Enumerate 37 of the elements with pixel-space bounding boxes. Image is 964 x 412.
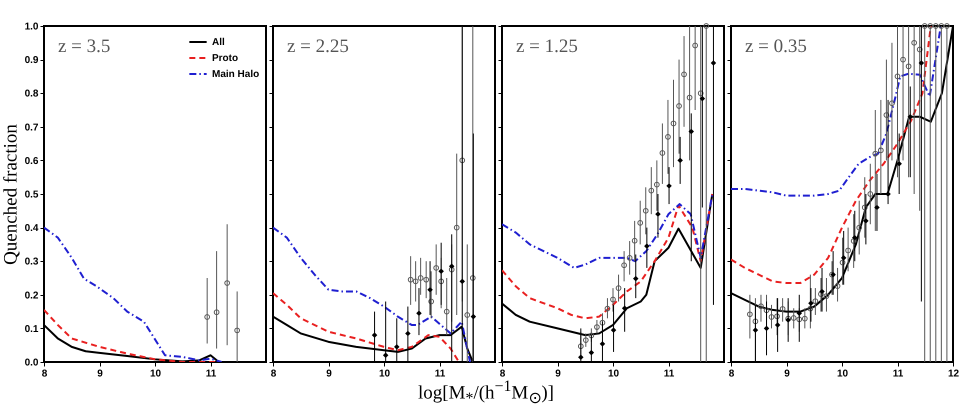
annotation: z = 3.5 [58, 36, 110, 57]
x-axis-title: log[M$_{*}$/(h$^{−1}$M$_{⊙}$)] [417, 378, 555, 408]
x-tick-label: 8 [42, 368, 48, 380]
y-tick-label: 0.2 [24, 290, 39, 302]
y-axis-title: Quenched fraction [0, 124, 22, 265]
x-tick-label: 11 [664, 368, 675, 380]
y-tick-label: 0.8 [24, 88, 39, 100]
annotation: z = 2.25 [287, 36, 349, 57]
x-tick-label: 10 [378, 368, 390, 380]
y-tick-label: 0.0 [24, 358, 39, 368]
x-tick-label: 9 [326, 368, 332, 380]
annotation: z = 1.25 [516, 36, 578, 57]
y-tick-label: 0.4 [24, 223, 39, 234]
annotation: z = 0.35 [745, 36, 807, 57]
x-tick-label: 10 [150, 368, 162, 380]
x-tick-label: 9 [555, 368, 562, 380]
x-tick-label: 8 [728, 368, 735, 380]
y-tick-label: 0.3 [24, 256, 39, 268]
x-tick-label: 11 [434, 368, 446, 380]
y-tick-label: 1.0 [24, 22, 39, 32]
y-tick-label: 0.1 [24, 324, 39, 335]
y-tick-label: 0.7 [24, 122, 39, 134]
x-tick-label: 10 [608, 368, 620, 380]
x-tick-label: 11 [892, 368, 904, 380]
y-tick-label: 0.5 [24, 190, 39, 200]
x-tick-label: 11 [206, 368, 217, 380]
x-tick-label: 12 [948, 368, 960, 380]
x-tick-label: 9 [97, 368, 104, 380]
x-tick-label: 9 [784, 368, 790, 380]
x-tick-label: 8 [500, 368, 506, 380]
legend-label: Main Halo [212, 69, 260, 80]
legend-label: Proto [212, 53, 238, 64]
y-tick-label: 0.6 [24, 156, 39, 167]
x-tick-label: 8 [270, 368, 277, 380]
x-tick-label: 10 [836, 368, 848, 380]
y-tick-label: 0.9 [24, 55, 39, 66]
legend-label: All [212, 37, 225, 48]
